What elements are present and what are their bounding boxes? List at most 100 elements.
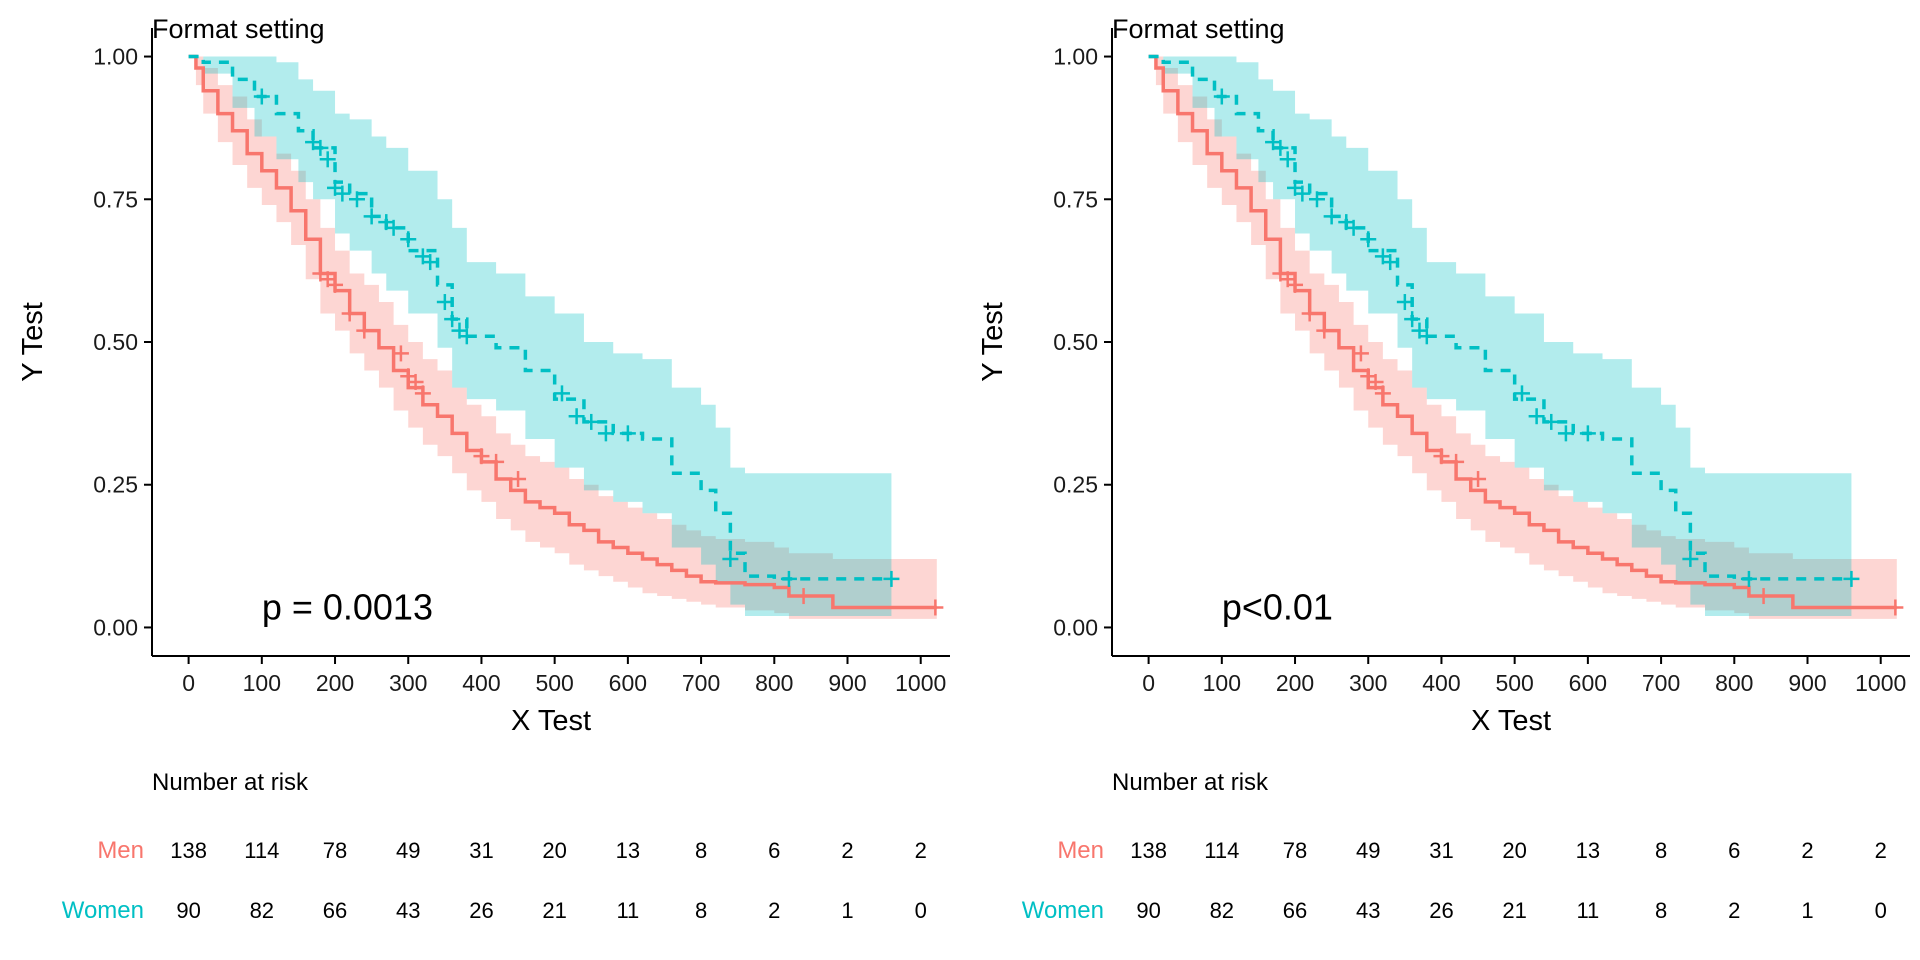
x-axis-label: X Test — [1471, 705, 1551, 737]
censor-mark-men — [1301, 305, 1318, 322]
censor-mark-women — [1323, 208, 1340, 225]
y-tick-label: 0.50 — [93, 329, 138, 355]
x-tick-label: 100 — [1203, 670, 1241, 696]
risk-cell: 31 — [1429, 838, 1453, 863]
censor-mark-women — [1382, 254, 1399, 271]
risk-cell: 138 — [170, 838, 207, 863]
risk-cell: 2 — [1875, 838, 1887, 863]
censor-mark-women — [1272, 139, 1289, 156]
censor-mark-men — [1470, 471, 1487, 488]
risk-row-label-men: Men — [1057, 837, 1104, 864]
x-tick-label: 1000 — [895, 670, 946, 696]
x-tick-label: 1000 — [1855, 670, 1906, 696]
censor-mark-men — [327, 276, 344, 293]
risk-cell: 66 — [1283, 898, 1307, 923]
km-panel-right: Format setting 0.00 0.25 0.50 0.75 1.00 0 100 20… — [960, 0, 1920, 960]
censor-mark-women — [1404, 311, 1421, 328]
chart-title: Format setting — [152, 14, 325, 44]
y-tick-label: 0.25 — [1053, 472, 1098, 498]
x-tick-label: 600 — [609, 670, 647, 696]
censor-mark-men — [510, 471, 527, 488]
censor-mark-women — [1557, 425, 1574, 442]
censor-mark-men — [1755, 588, 1772, 605]
risk-cell: 114 — [1204, 838, 1239, 863]
risk-cell: 78 — [323, 838, 347, 863]
x-tick-label: 100 — [243, 670, 281, 696]
risk-cell: 66 — [323, 898, 347, 923]
x-tick-label: 200 — [1276, 670, 1314, 696]
risk-cell: 2 — [841, 838, 853, 863]
censor-mark-women — [444, 311, 461, 328]
x-tick-label: 700 — [1642, 670, 1680, 696]
censor-mark-women — [1308, 191, 1325, 208]
ci-band-women — [1148, 56, 1852, 617]
censor-mark-men — [1887, 599, 1904, 616]
censor-mark-women — [1528, 408, 1545, 425]
censor-mark-women — [1579, 425, 1596, 442]
censor-mark-women — [385, 219, 402, 236]
censor-mark-women — [619, 425, 636, 442]
x-axis-label: X Test — [511, 705, 591, 737]
censor-mark-women — [568, 408, 585, 425]
censor-mark-women — [883, 570, 900, 587]
risk-cell: 0 — [1875, 898, 1887, 923]
censor-mark-men — [414, 385, 431, 402]
y-tick-label: 1.00 — [93, 44, 138, 70]
censor-mark-women — [253, 88, 270, 105]
censor-mark-men — [1287, 276, 1304, 293]
censor-mark-women — [1213, 88, 1230, 105]
y-tick-label: 0.50 — [1053, 329, 1098, 355]
risk-cell: 2 — [768, 898, 780, 923]
x-tick-label: 400 — [462, 670, 500, 696]
risk-cell: 21 — [1502, 898, 1526, 923]
risk-cell: 8 — [1655, 838, 1667, 863]
x-tick-label: 300 — [389, 670, 427, 696]
censor-mark-men — [407, 373, 424, 390]
y-tick-label: 0.00 — [1053, 614, 1098, 640]
risk-cell: 2 — [915, 838, 927, 863]
censor-mark-men — [1352, 345, 1369, 362]
censor-mark-women — [400, 231, 417, 248]
censor-mark-women — [1294, 185, 1311, 202]
risk-cell: 2 — [1728, 898, 1740, 923]
risk-cell: 138 — [1130, 838, 1167, 863]
risk-row-label-men: Men — [97, 837, 144, 864]
x-tick-label: 300 — [1349, 670, 1387, 696]
ci-band-men — [188, 56, 937, 619]
p-value-annotation: p = 0.0013 — [262, 586, 433, 627]
censor-mark-women — [1843, 570, 1860, 587]
risk-cell: 1 — [1801, 898, 1813, 923]
censor-mark-women — [334, 185, 351, 202]
risk-cell: 11 — [616, 898, 639, 923]
censor-mark-women — [1740, 570, 1757, 587]
risk-cell: 8 — [1655, 898, 1667, 923]
y-tick-label: 0.25 — [93, 472, 138, 498]
y-tick-label: 1.00 — [1053, 44, 1098, 70]
risk-cell: 78 — [1283, 838, 1307, 863]
risk-cell: 11 — [1576, 898, 1599, 923]
censor-mark-men — [1433, 448, 1450, 465]
censor-mark-men — [927, 599, 944, 616]
risk-cell: 31 — [469, 838, 493, 863]
censor-mark-men — [488, 453, 505, 470]
censor-mark-women — [1345, 219, 1362, 236]
x-tick-label: 900 — [1788, 670, 1826, 696]
censor-mark-women — [1543, 413, 1560, 430]
y-axis-label: Y Test — [17, 302, 49, 382]
ci-band-women — [188, 56, 892, 617]
risk-cell: 13 — [616, 838, 640, 863]
risk-cell: 0 — [915, 898, 927, 923]
censor-mark-women — [1360, 231, 1377, 248]
risk-cell: 49 — [396, 838, 420, 863]
x-tick-label: 900 — [828, 670, 866, 696]
censor-mark-women — [312, 139, 329, 156]
censor-mark-women — [363, 208, 380, 225]
survival-line-women — [1148, 54, 1852, 581]
risk-cell: 90 — [176, 898, 200, 923]
risk-cell: 114 — [244, 838, 279, 863]
censor-mark-women — [436, 294, 453, 311]
risk-cell: 82 — [1210, 898, 1234, 923]
risk-cell: 6 — [768, 838, 780, 863]
ci-band-men — [1148, 56, 1897, 619]
